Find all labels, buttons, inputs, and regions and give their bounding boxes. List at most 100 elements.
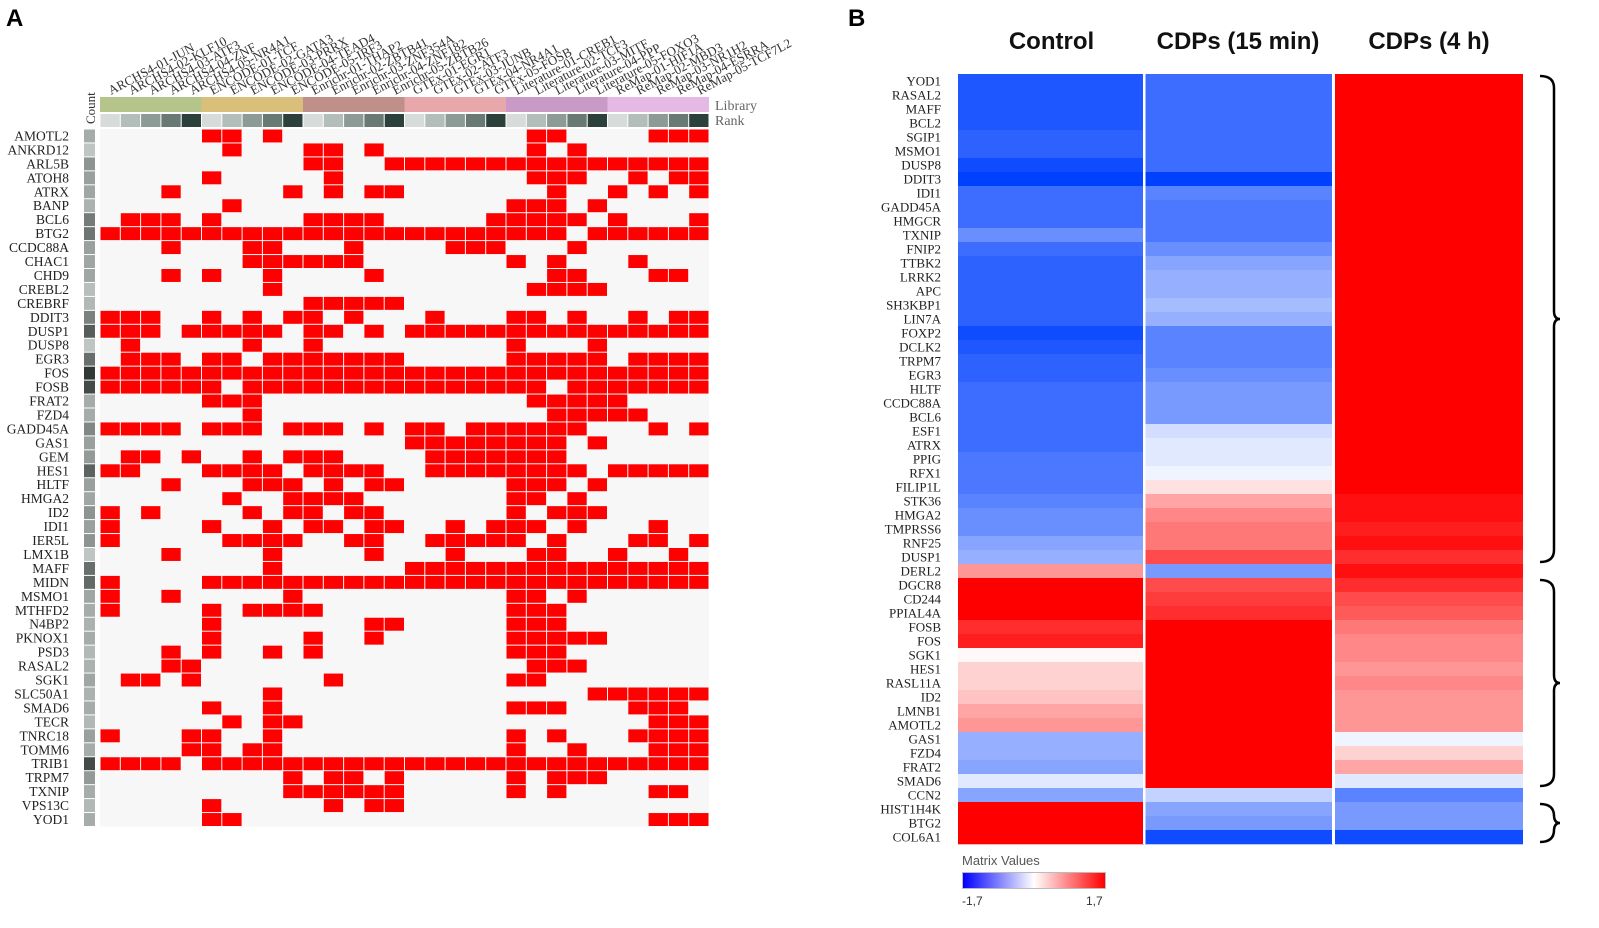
row-label: CHD9 [34,268,70,283]
hit-cell [526,631,547,645]
hit-cell [608,687,628,701]
hit-cell [628,561,648,575]
hit-cell [689,464,709,478]
hit-cell [425,324,445,338]
hit-cell [547,366,567,380]
expression-cell [1145,760,1333,775]
hit-cell [120,310,141,324]
hit-cell [506,743,526,757]
hit-cell [506,617,526,631]
expression-cell [958,438,1144,453]
hit-cell [628,310,648,324]
expression-cell [958,144,1144,159]
rank-cell [384,114,404,127]
hit-cell [141,422,161,436]
gene-label: SH3KBP1 [886,298,941,313]
row-label: VPS13C [22,798,69,813]
count-cell [84,659,95,673]
hit-cell [668,687,689,701]
expression-cell [958,326,1144,341]
rank-cell [202,114,222,127]
hit-cell [587,408,607,422]
hit-cell [323,757,344,771]
expression-cell [1145,340,1333,355]
expression-cell [1145,774,1333,789]
expression-cell [958,718,1144,733]
hit-cell [465,227,486,241]
library-band-gtex [404,97,506,112]
count-cell [84,352,95,366]
count-cell [84,813,95,826]
hit-cell [161,241,181,255]
expression-cell [1145,228,1333,243]
expression-cell [1335,690,1523,705]
hit-cell [120,450,141,464]
hit-cell [262,715,283,729]
hit-cell [283,715,303,729]
hit-cell [506,324,526,338]
hit-cell [242,241,262,255]
hit-cell [202,394,222,408]
hit-cell [547,157,567,171]
expression-cell [958,256,1144,271]
hit-cell [628,255,648,268]
hit-cell [181,673,201,687]
expression-cell [958,284,1144,299]
hit-cell [242,506,262,520]
hit-cell [405,575,425,589]
hit-cell [384,520,404,534]
expression-cell [1145,788,1333,803]
expression-cell [1335,228,1523,243]
hit-cell [465,157,486,171]
hit-cell [689,129,709,143]
hit-cell [323,520,344,534]
row-label: HES1 [37,463,69,478]
hit-cell [283,534,303,547]
expression-cell [1335,200,1523,215]
hit-cell [587,380,607,394]
hit-cell [648,785,668,799]
hit-cell [506,227,526,241]
row-label: CCDC88A [9,240,69,255]
hit-cell [547,255,567,268]
hit-cell [242,338,262,352]
hit-cell [323,366,344,380]
hit-cell [242,324,262,338]
library-band-remap [607,97,709,112]
expression-cell [958,452,1144,467]
count-cell [84,687,95,701]
expression-cell [958,382,1144,397]
hit-cell [668,813,689,826]
hit-cell [547,701,567,715]
hit-cell [323,450,344,464]
hit-cell [222,324,242,338]
expression-cell [1145,270,1333,285]
row-label: CHAC1 [25,254,69,269]
hit-cell [384,227,404,241]
hit-cell [242,380,262,394]
panel-b-heatmap: YOD1RASAL2MAFFBCL2SGIP1MSMO1DUSP8DDIT3ID… [880,74,1561,845]
count-cell [84,631,95,645]
hit-cell [486,213,506,227]
expression-cell [958,354,1144,369]
hit-cell [323,771,344,785]
gene-label: LRRK2 [900,270,941,285]
expression-cell [1335,270,1523,285]
hit-cell [567,213,587,227]
expression-cell [958,270,1144,285]
hit-cell [567,157,587,171]
hit-cell [344,534,364,547]
expression-cell [1145,172,1333,187]
hit-cell [303,143,323,157]
count-cell [84,227,95,241]
row-label: LMX1B [23,547,69,562]
hit-cell [628,701,648,715]
hit-cell [384,757,404,771]
hit-cell [141,366,161,380]
hit-cell [465,422,486,436]
gene-label: SGK1 [908,648,941,663]
hit-cell [628,729,648,743]
hit-cell [120,673,141,687]
gene-label: HLTF [910,382,941,397]
count-cell [84,673,95,687]
